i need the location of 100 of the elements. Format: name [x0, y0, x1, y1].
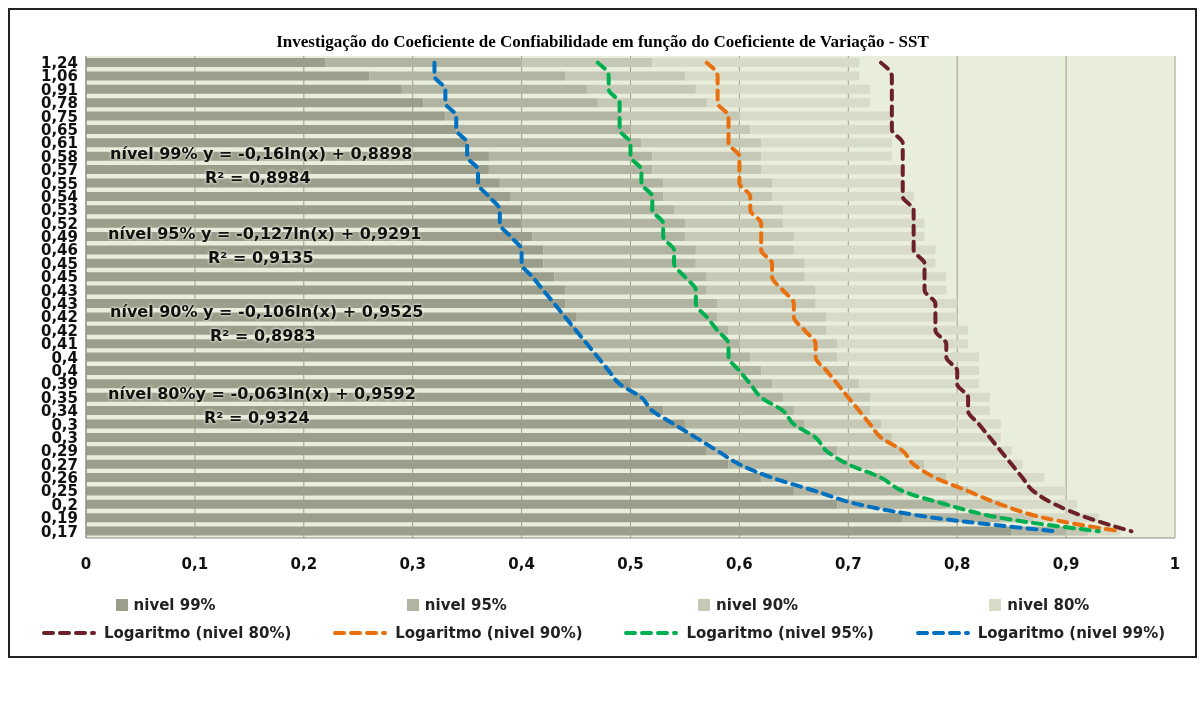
- bar: [815, 432, 892, 442]
- annotation: nível 90% y = -0,106ln(x) + 0,9525: [110, 302, 424, 321]
- bar: [695, 84, 871, 94]
- bar: [619, 111, 740, 121]
- bar: [86, 285, 566, 295]
- bar: [706, 98, 871, 108]
- bar: [445, 111, 620, 121]
- bar: [848, 365, 979, 375]
- bar: [86, 272, 555, 282]
- bar: [880, 419, 1001, 429]
- x-tick-label: 0,2: [290, 554, 318, 573]
- bar: [86, 513, 903, 523]
- bar: [924, 459, 1023, 469]
- bar: [652, 165, 762, 175]
- bar: [652, 58, 860, 68]
- bar: [870, 406, 990, 416]
- bar: [750, 124, 892, 134]
- bar: [510, 191, 664, 201]
- bar: [86, 205, 522, 215]
- bar: [782, 218, 925, 228]
- bar: [761, 138, 892, 148]
- bar: [641, 392, 783, 402]
- bar: [521, 218, 685, 228]
- bar: [86, 486, 794, 496]
- bar: [565, 71, 685, 81]
- bar: [630, 124, 751, 134]
- bar: [576, 325, 729, 335]
- bar: [663, 178, 773, 188]
- bar: [521, 58, 653, 68]
- bar: [815, 285, 947, 295]
- bar: [750, 352, 838, 362]
- bar: [728, 459, 849, 469]
- bar: [772, 178, 903, 188]
- annotation: R² = 0,9135: [208, 248, 314, 267]
- bar: [532, 232, 685, 242]
- bar: [793, 245, 936, 255]
- bar: [652, 151, 762, 161]
- legend-label: Logaritmo (nivel 95%): [685, 624, 874, 642]
- bar: [597, 98, 707, 108]
- bar: [772, 191, 914, 201]
- bar: [782, 205, 914, 215]
- bar: [717, 312, 827, 322]
- legend-label: nivel 95%: [423, 596, 507, 614]
- x-tick-label: 0,9: [1052, 554, 1080, 573]
- bar: [837, 352, 979, 362]
- bar: [565, 285, 707, 295]
- legend-label: Logaritmo (nivel 90%): [394, 624, 583, 642]
- legend-label: Logaritmo (nivel 80%): [102, 624, 292, 642]
- bar: [902, 446, 1012, 456]
- bar: [761, 365, 849, 375]
- bar: [793, 406, 871, 416]
- bar: [826, 325, 969, 335]
- bar: [488, 165, 653, 175]
- bar: [968, 486, 1067, 496]
- bar: [86, 473, 762, 483]
- bar: [804, 272, 947, 282]
- bar: [695, 432, 816, 442]
- bar: [946, 473, 1045, 483]
- bar: [499, 178, 664, 188]
- bar: [86, 111, 446, 121]
- bar: [706, 272, 805, 282]
- bar: [597, 352, 751, 362]
- bar: [739, 111, 892, 121]
- x-tick-label: 0,4: [508, 554, 535, 573]
- annotation: R² = 0,9324: [204, 408, 310, 427]
- bar: [554, 272, 707, 282]
- x-tick-label: 0,3: [399, 554, 426, 573]
- bar: [521, 205, 675, 215]
- bar: [325, 58, 522, 68]
- bar: [772, 379, 860, 389]
- annotation: R² = 0,8983: [210, 326, 316, 345]
- bar: [86, 84, 402, 94]
- x-tick-label: 0,5: [617, 554, 644, 573]
- bar: [86, 71, 370, 81]
- bar: [826, 312, 958, 322]
- x-tick-label: 0,1: [181, 554, 209, 573]
- bar: [86, 432, 696, 442]
- bar: [86, 499, 838, 509]
- bar: [565, 299, 718, 309]
- bar: [761, 165, 903, 175]
- bar: [870, 392, 990, 402]
- bar: [663, 191, 773, 201]
- annotation: R² = 0,8984: [205, 168, 311, 187]
- bar: [86, 124, 457, 134]
- bar: [586, 339, 740, 349]
- bar: [86, 365, 609, 375]
- bar: [728, 325, 827, 335]
- bar: [586, 84, 696, 94]
- legend-label: nivel 80%: [1006, 596, 1090, 614]
- bar: [859, 379, 979, 389]
- bar: [663, 406, 794, 416]
- bar: [488, 151, 653, 161]
- bar: [695, 245, 794, 255]
- legend-label: Logaritmo (nivel 99%): [976, 624, 1166, 642]
- bar: [674, 205, 783, 215]
- x-tick-label: 0,8: [943, 554, 971, 573]
- bar: [837, 339, 969, 349]
- bar: [684, 218, 783, 228]
- bar: [739, 339, 838, 349]
- bar: [401, 84, 587, 94]
